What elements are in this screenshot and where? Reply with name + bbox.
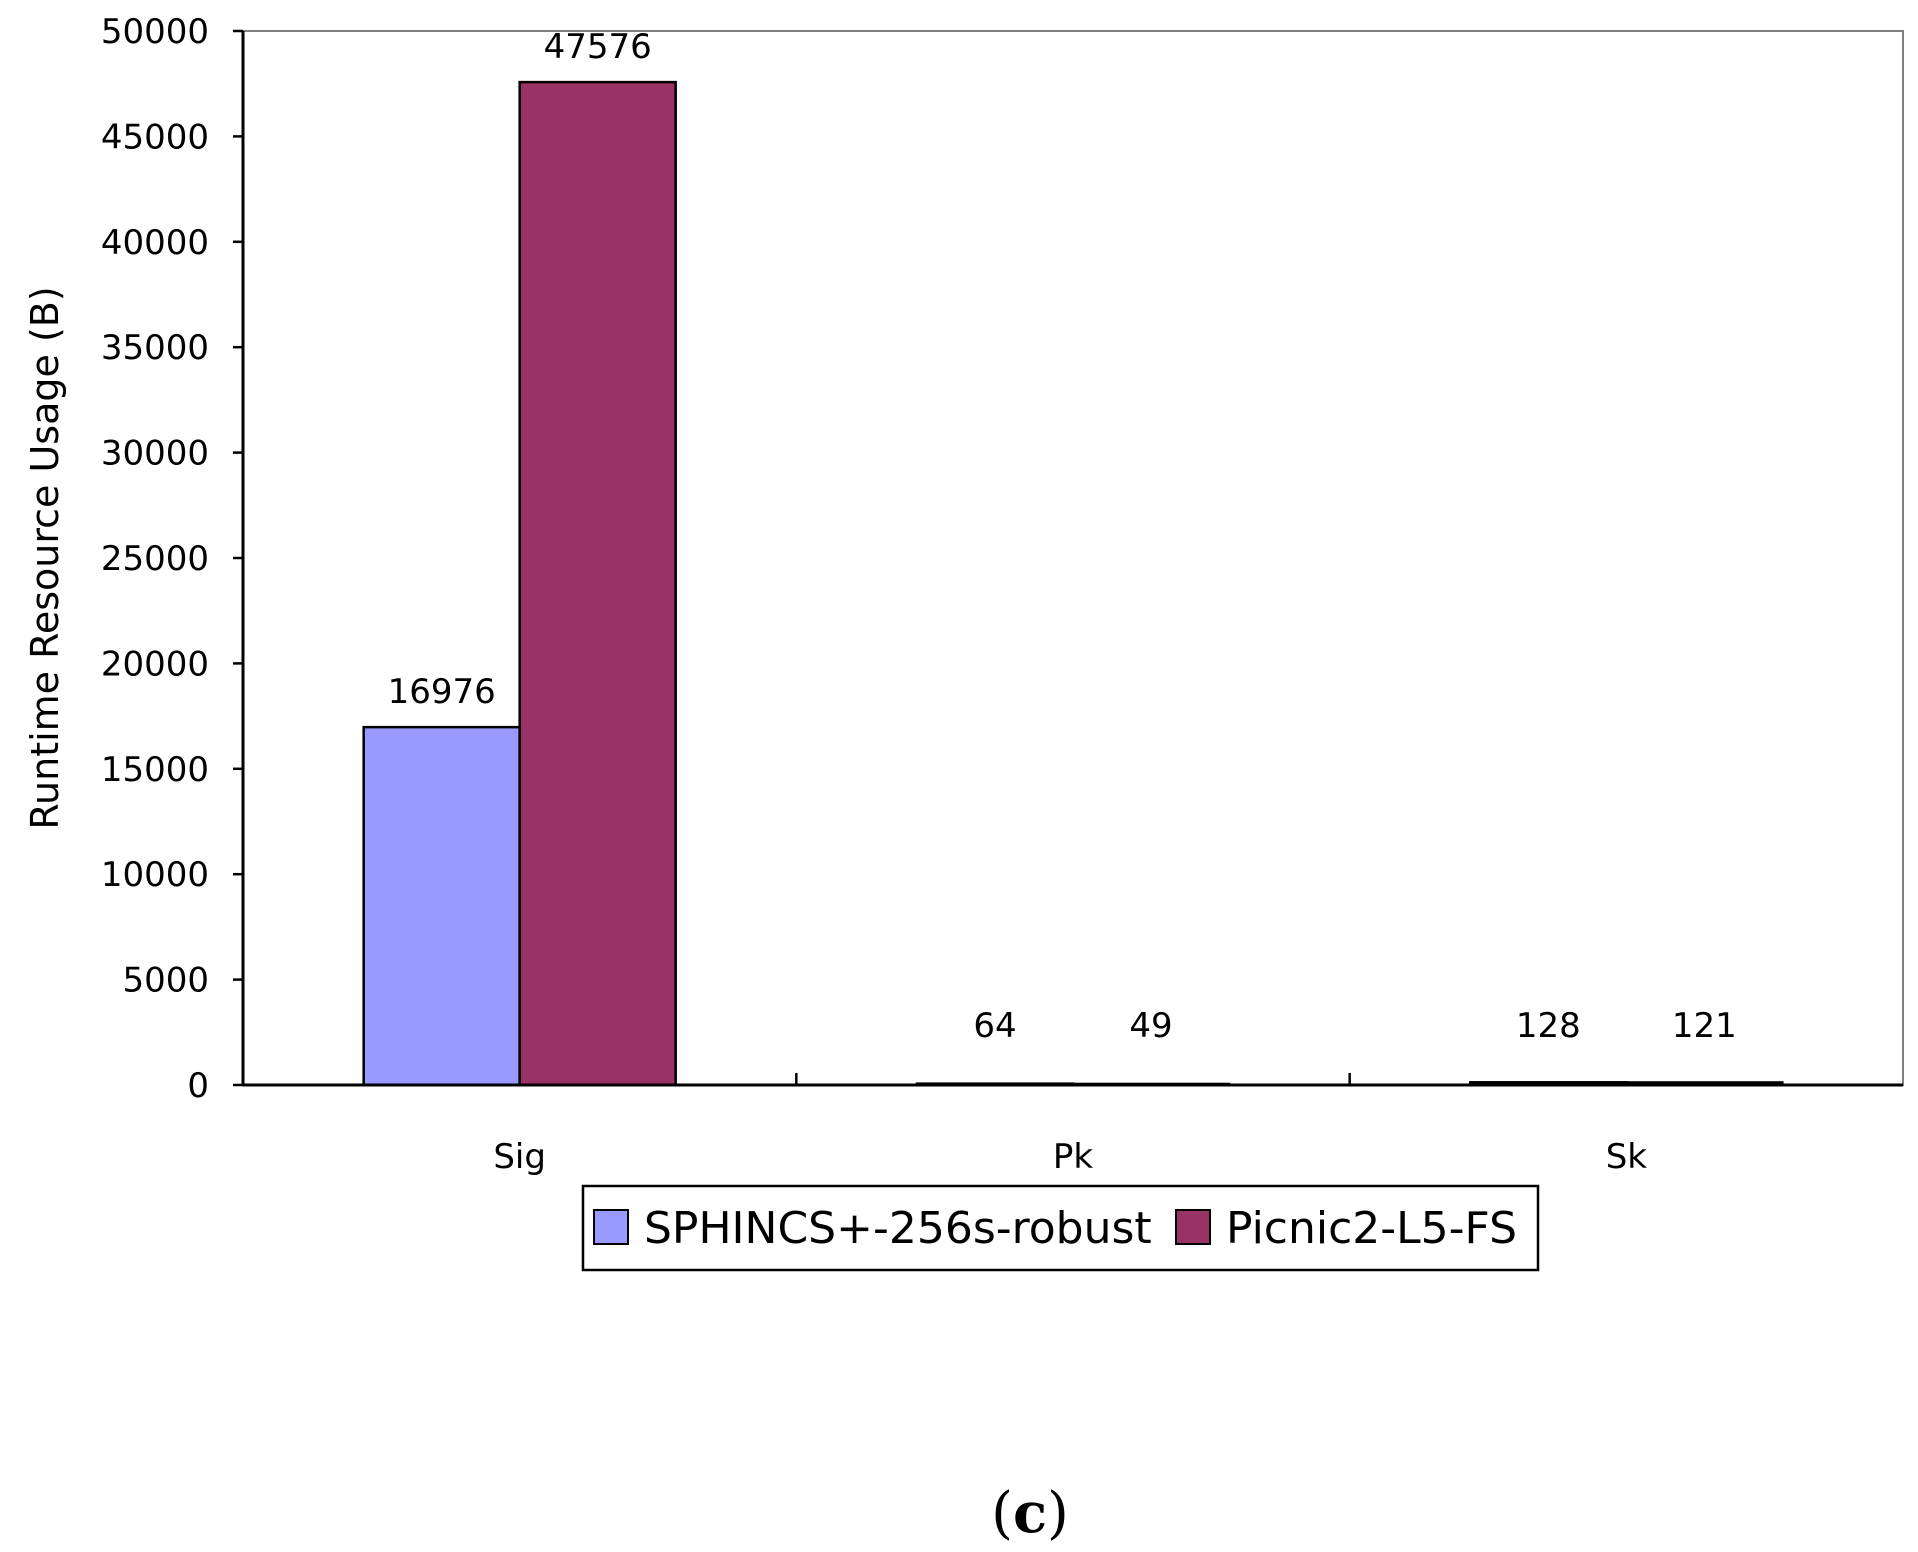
y-tick-label: 30000: [101, 434, 209, 474]
y-tick-label: 0: [187, 1066, 209, 1106]
x-category-label: Sig: [493, 1137, 546, 1177]
y-tick-label: 40000: [101, 223, 209, 263]
x-axis-ticks: [795, 1073, 1351, 1085]
figure-caption: (c): [991, 1480, 1069, 1546]
bar-sig-series-1: [518, 80, 677, 1087]
data-label: 121: [1672, 1006, 1737, 1046]
bars-group: [362, 80, 1784, 1087]
legend: SPHINCS+-256s-robust Picnic2-L5-FS: [581, 1184, 1540, 1272]
legend-box: [581, 1184, 1540, 1272]
x-category-label: Pk: [1053, 1137, 1094, 1177]
y-tick-label: 45000: [101, 117, 209, 157]
y-tick-label: 25000: [101, 539, 209, 579]
data-label: 64: [973, 1006, 1016, 1046]
x-category-label: Sk: [1606, 1137, 1648, 1177]
data-label: 16976: [388, 672, 496, 712]
y-axis-title: Runtime Resource Usage (B): [23, 286, 67, 829]
data-labels-group: 16976 47576 64 49 128 121: [388, 27, 1737, 1046]
legend-label-picnic: Picnic2-L5-FS: [1226, 1203, 1517, 1254]
caption-letter: c: [1013, 1480, 1047, 1546]
legend-swatch-sphincs: [593, 1209, 629, 1245]
y-tick-label: 5000: [122, 961, 209, 1001]
y-tick-label: 10000: [101, 855, 209, 895]
y-tick-label: 35000: [101, 328, 209, 368]
y-tick-label: 50000: [101, 12, 209, 52]
legend-label-sphincs: SPHINCS+-256s-robust: [644, 1203, 1152, 1254]
data-label: 47576: [544, 27, 652, 67]
bar-sig-series-0: [362, 725, 521, 1087]
data-label: 49: [1129, 1006, 1172, 1046]
caption-close: ): [1047, 1481, 1069, 1546]
caption-open: (: [991, 1481, 1013, 1546]
y-tick-label: 15000: [101, 750, 209, 790]
y-tick-label: 20000: [101, 644, 209, 684]
category-labels-group: Sig Pk Sk: [493, 1137, 1647, 1177]
legend-swatch-picnic: [1175, 1209, 1211, 1245]
y-axis-ticks: 0 5000 10000 15000 20000 25000 30000 35000 40000…: [101, 12, 243, 1106]
data-label: 128: [1516, 1006, 1581, 1046]
